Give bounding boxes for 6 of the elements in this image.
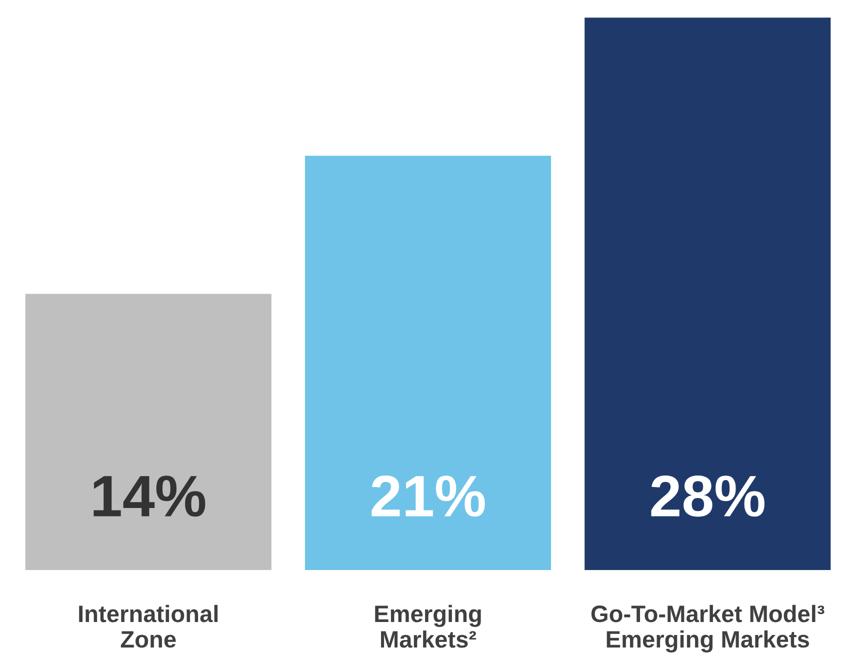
x-tick-label: Go-To-Market Model³ Emerging Markets — [591, 604, 824, 652]
data-label: 21% — [372, 475, 485, 517]
x-tick-label: International Zone — [79, 604, 218, 648]
x-tick-label: Emerging Markets² — [375, 604, 481, 648]
data-label: 14% — [94, 476, 206, 517]
data-label: 28% — [651, 475, 764, 517]
